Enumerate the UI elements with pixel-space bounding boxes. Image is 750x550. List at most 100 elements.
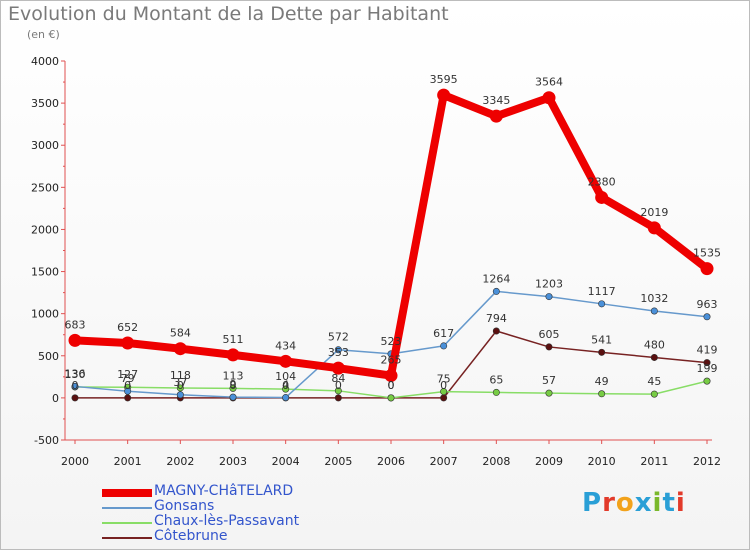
axes: -500050010001500200025003000350040002000… (31, 55, 721, 468)
y-tick-label: -500 (34, 434, 59, 447)
data-point (492, 388, 500, 396)
x-tick-label: 2008 (482, 455, 510, 468)
data-point (700, 262, 714, 276)
proxiti-logo: Proxiti (582, 488, 686, 518)
data-label: 1203 (535, 278, 563, 291)
data-point (650, 390, 658, 398)
data-point (334, 394, 342, 402)
data-label: 605 (539, 328, 560, 341)
data-point (545, 293, 553, 301)
data-point (440, 342, 448, 350)
chart-title: Evolution du Montant de la Dette par Hab… (8, 3, 449, 25)
data-label: 75 (437, 373, 451, 386)
data-label: 104 (275, 370, 296, 383)
data-label: 4 (282, 379, 289, 392)
data-point (334, 346, 342, 354)
data-label: 65 (489, 373, 503, 386)
data-label: 0 (388, 379, 395, 392)
data-point (176, 384, 184, 392)
y-tick-label: 4000 (31, 55, 59, 68)
legend-swatch (102, 522, 152, 524)
x-tick-label: 2009 (535, 455, 563, 468)
y-tick-label: 3500 (31, 97, 59, 110)
data-label: 0 (230, 379, 237, 392)
data-label: 617 (433, 327, 454, 340)
data-label: 2019 (640, 206, 668, 219)
data-label: 57 (542, 374, 556, 387)
data-labels: 683 652 584 511 434 353 265 3595 3345 3564 2380 201… (65, 73, 722, 392)
data-point (545, 343, 553, 351)
data-point (334, 387, 342, 395)
data-label: 434 (275, 339, 296, 352)
data-label: 45 (647, 375, 661, 388)
data-label: 0 (388, 379, 395, 392)
chart-subtitle: (en €) (27, 28, 60, 41)
x-tick-label: 2001 (114, 455, 142, 468)
x-tick-label: 2005 (324, 455, 352, 468)
legend-label: Gonsans (154, 498, 215, 514)
data-point (650, 307, 658, 315)
data-label: 1117 (588, 285, 616, 298)
data-label: 523 (381, 335, 402, 348)
y-tick-label: 3000 (31, 139, 59, 152)
data-point (545, 389, 553, 397)
data-point (71, 394, 79, 402)
x-tick-label: 2002 (166, 455, 194, 468)
data-point (647, 221, 661, 235)
data-label: 3564 (535, 76, 563, 89)
data-label: 0 (72, 379, 79, 392)
data-label: 118 (170, 369, 191, 382)
y-tick-label: 2000 (31, 223, 59, 236)
legend-swatch (102, 507, 152, 509)
data-label: 0 (282, 379, 289, 392)
data-label: 136 (65, 367, 86, 380)
data-point (124, 387, 132, 395)
data-label: 130 (65, 368, 86, 381)
logo-letter: x (634, 488, 653, 518)
data-label: 419 (697, 344, 718, 357)
data-point (173, 342, 187, 356)
logo-letter: t (662, 488, 676, 518)
data-point (595, 190, 609, 204)
data-label: 652 (117, 321, 138, 334)
data-point (68, 333, 82, 347)
data-point (598, 348, 606, 356)
series-layer (68, 88, 714, 402)
data-label: 794 (486, 312, 507, 325)
y-tick-label: 2500 (31, 181, 59, 194)
logo-letter: i (652, 488, 663, 518)
data-point (229, 393, 237, 401)
legend-label: MAGNY-CHâTELARD (154, 483, 294, 499)
data-label: 265 (381, 354, 402, 367)
data-label: 113 (223, 369, 244, 382)
logo-letter: i (675, 488, 686, 518)
data-label: 2380 (588, 175, 616, 188)
data-label: 584 (170, 327, 191, 340)
data-label: 0 (124, 379, 131, 392)
data-point (384, 369, 398, 383)
data-label: 353 (328, 346, 349, 359)
legend-label: Chaux-lès-Passavant (154, 513, 300, 529)
data-label: 37 (173, 376, 187, 389)
data-point (650, 353, 658, 361)
data-point (282, 385, 290, 393)
data-label: 9 (230, 378, 237, 391)
legend-swatch (102, 537, 152, 539)
x-tick-label: 2004 (272, 455, 300, 468)
x-tick-label: 2010 (588, 455, 616, 468)
data-point (703, 313, 711, 321)
data-label: 683 (65, 318, 86, 331)
x-tick-label: 2006 (377, 455, 405, 468)
y-tick-label: 1000 (31, 308, 59, 321)
data-point (279, 354, 293, 368)
data-point (598, 390, 606, 398)
x-tick-label: 2000 (61, 455, 89, 468)
data-label: 79 (121, 372, 135, 385)
data-label: 541 (591, 333, 612, 346)
data-point (176, 391, 184, 399)
y-tick-label: 500 (38, 350, 59, 363)
data-point (440, 388, 448, 396)
data-point (542, 91, 556, 105)
data-label: 1264 (482, 272, 510, 285)
